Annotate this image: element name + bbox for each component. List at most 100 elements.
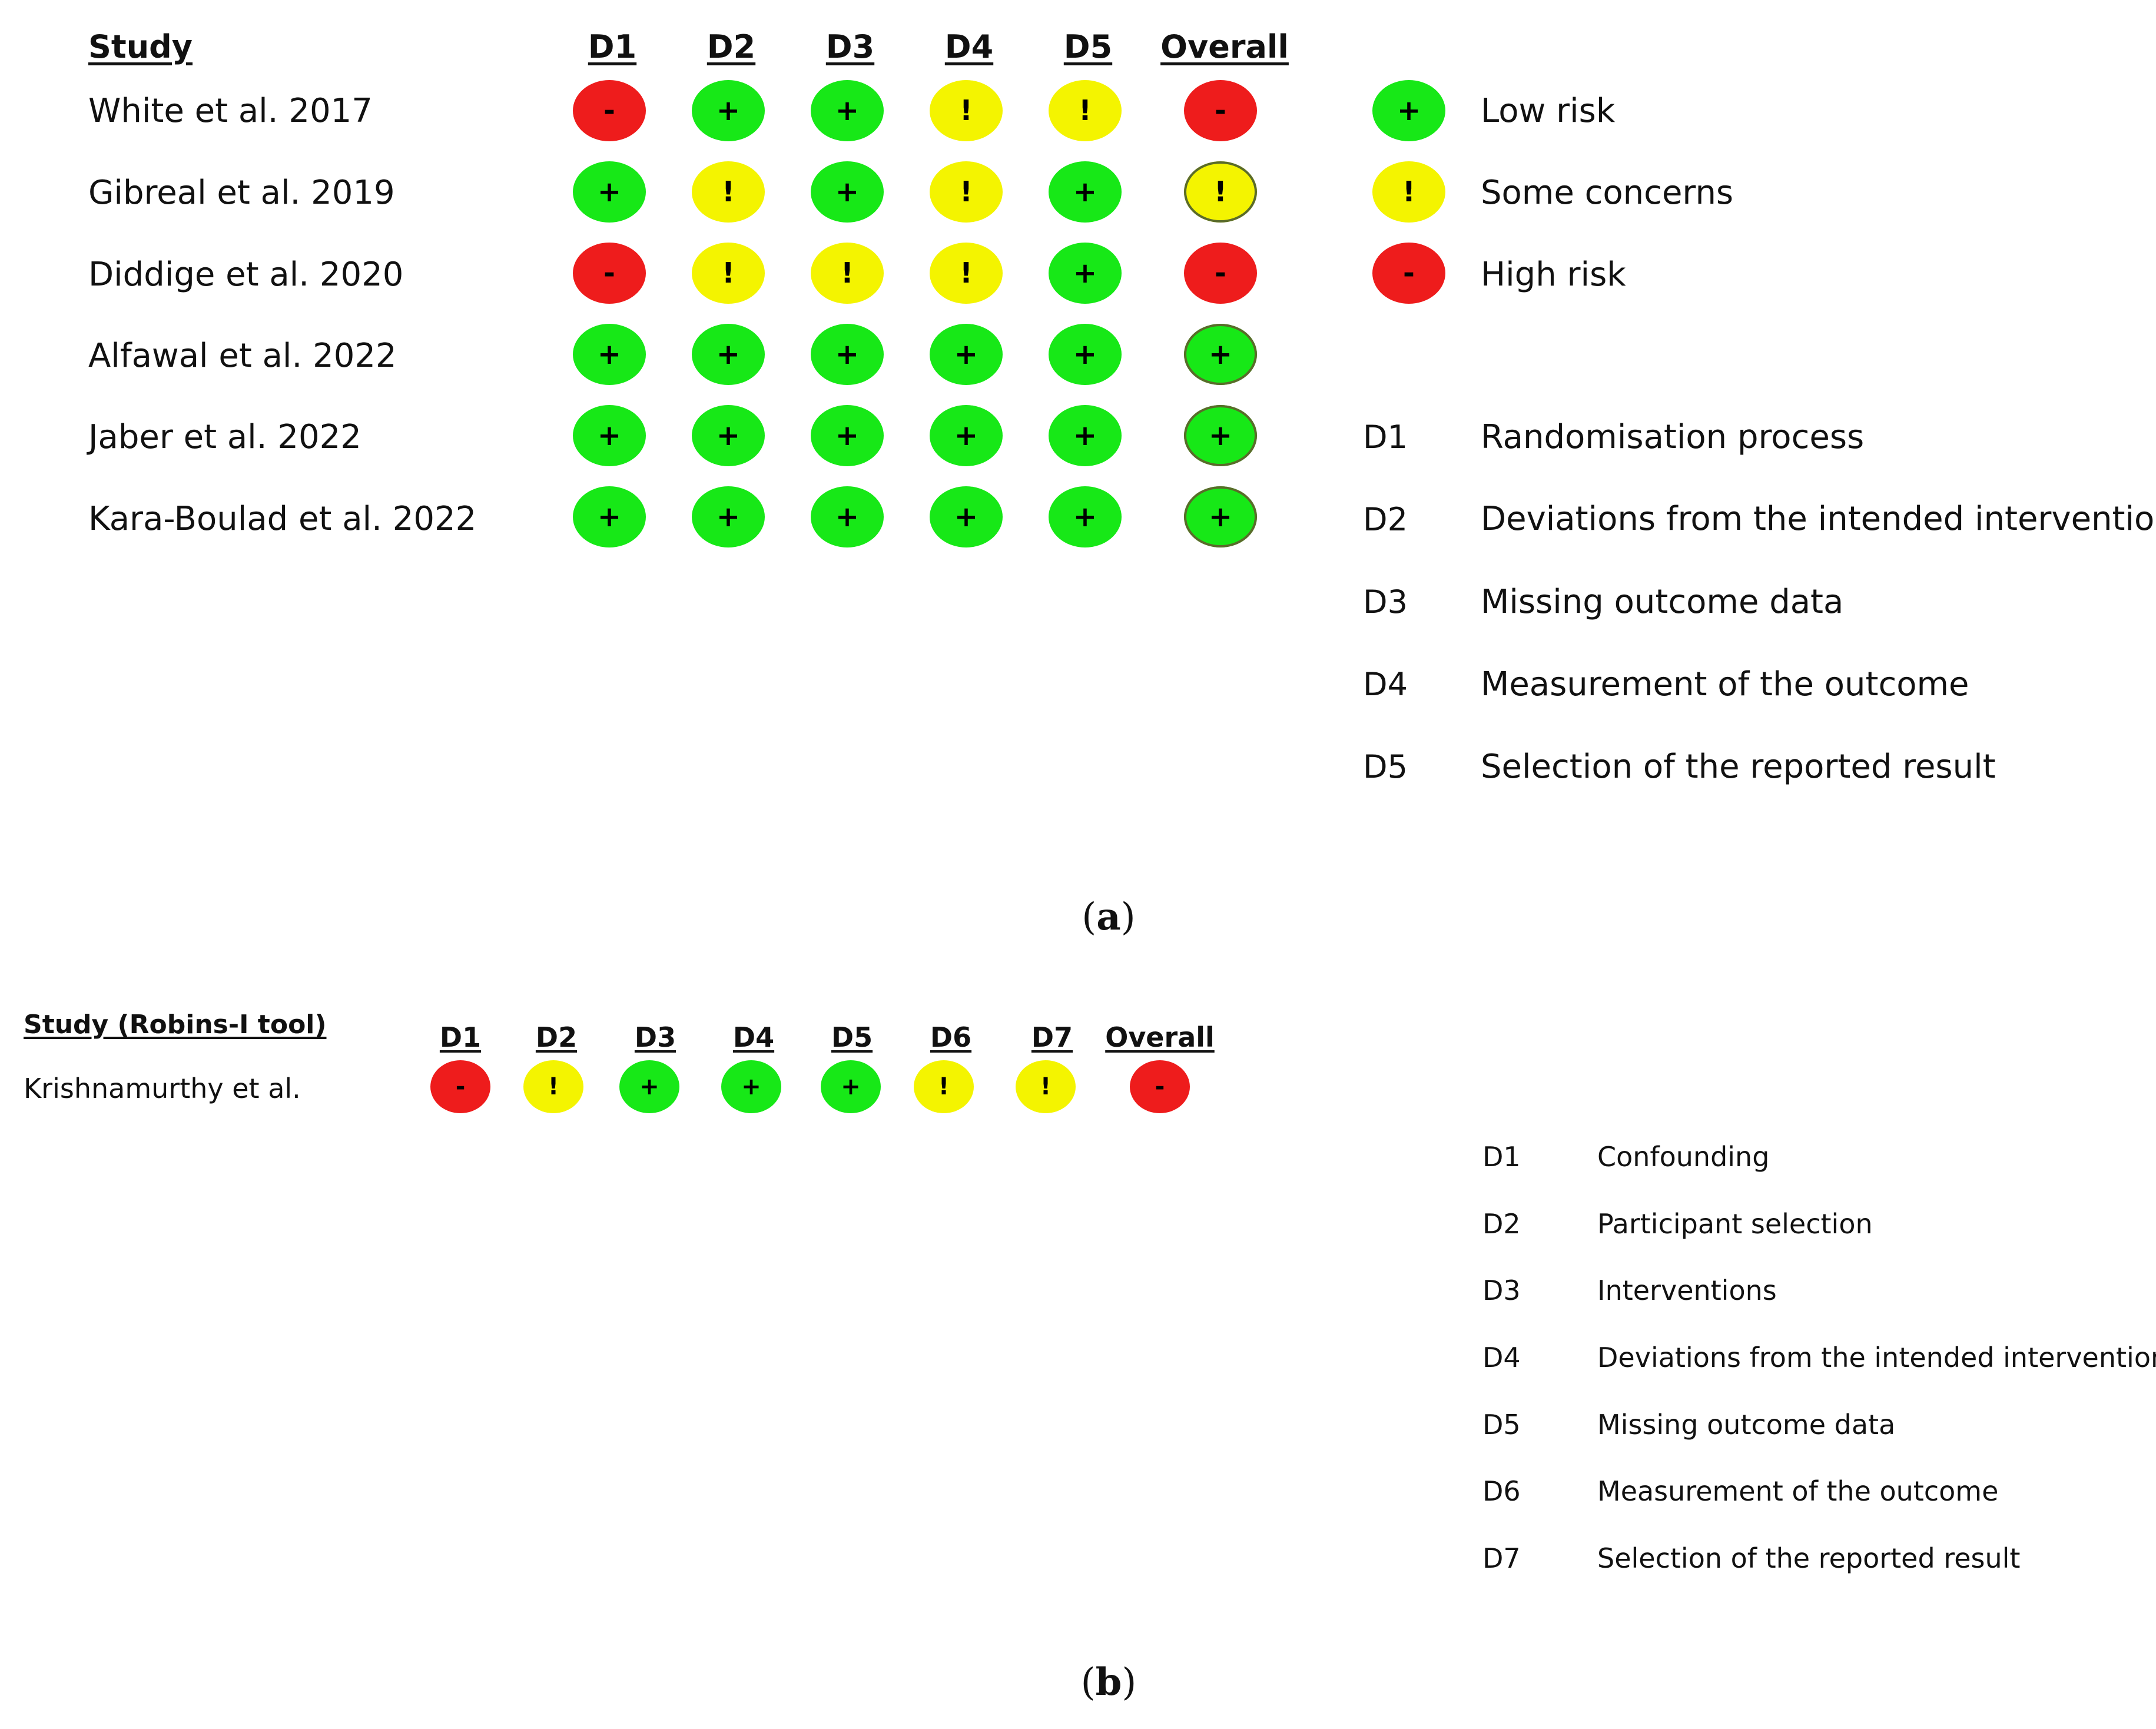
- legend-label: Low risk: [1481, 92, 1616, 130]
- panel-a-column-header: D2: [706, 28, 756, 65]
- domain-code: D1: [1482, 1141, 1521, 1173]
- judgement-some-concerns-icon: !: [811, 243, 884, 304]
- legend-label: High risk: [1481, 255, 1626, 294]
- domain-description: Interventions: [1597, 1275, 1777, 1306]
- panel-a-study-header: Study: [88, 28, 193, 65]
- judgement-low-risk-icon: +: [811, 324, 884, 385]
- judgement-some-concerns-icon: !: [1049, 80, 1122, 141]
- judgement-some-concerns-icon: !: [914, 1060, 974, 1113]
- judgement-low-risk-icon: +: [930, 405, 1003, 466]
- panel-b-column-header: D7: [1031, 1021, 1073, 1053]
- panel-b-study-header: Study (Robins-I tool): [24, 1010, 327, 1040]
- domain-description: Randomisation process: [1481, 418, 1865, 456]
- domain-description: Participant selection: [1597, 1208, 1873, 1240]
- panel-b-column-header: Overall: [1105, 1021, 1215, 1053]
- panel-a-caption: (a): [1082, 895, 1136, 939]
- judgement-some-concerns-icon: !: [523, 1060, 583, 1113]
- judgement-some-concerns-icon: !: [1184, 161, 1257, 223]
- panel-b-study-name: Krishnamurthy et al.: [24, 1073, 301, 1104]
- domain-code: D2: [1482, 1208, 1521, 1240]
- panel-b-column-header: D4: [732, 1021, 775, 1053]
- judgement-low-risk-icon: +: [821, 1060, 881, 1113]
- panel-a-column-header: D3: [825, 28, 875, 65]
- panel-b-column-header: D1: [439, 1021, 482, 1053]
- panel-a-study-name: Diddige et al. 2020: [88, 255, 404, 294]
- domain-description: Deviations from the intended interventio…: [1481, 500, 2156, 538]
- judgement-low-risk-icon: +: [1049, 486, 1122, 547]
- domain-description: Measurement of the outcome: [1481, 665, 1969, 703]
- judgement-low-risk-icon: +: [692, 486, 765, 547]
- judgement-low-risk-icon: +: [811, 161, 884, 223]
- judgement-high-risk-icon: -: [430, 1060, 490, 1113]
- panel-b-column-header: D5: [831, 1021, 873, 1053]
- judgement-low-risk-icon: +: [573, 486, 646, 547]
- judgement-low-risk-icon: +: [692, 405, 765, 466]
- panel-a-column-header: D1: [588, 28, 637, 65]
- judgement-low-risk-icon: +: [811, 486, 884, 547]
- judgement-low-risk-icon: +: [721, 1060, 781, 1113]
- judgement-low-risk-icon: +: [1049, 243, 1122, 304]
- legend-some-concerns-icon: !: [1372, 161, 1445, 223]
- domain-code: D6: [1482, 1475, 1521, 1507]
- judgement-low-risk-icon: +: [692, 324, 765, 385]
- panel-a-study-name: Jaber et al. 2022: [88, 418, 361, 456]
- judgement-some-concerns-icon: !: [930, 80, 1003, 141]
- judgement-high-risk-icon: -: [573, 80, 646, 141]
- panel-a-study-name: White et al. 2017: [88, 92, 373, 130]
- panel-a-column-header: Overall: [1160, 28, 1289, 65]
- domain-code: D4: [1363, 666, 1408, 703]
- judgement-low-risk-icon: +: [1184, 486, 1257, 547]
- panel-b-column-header: D3: [634, 1021, 676, 1053]
- domain-code: D1: [1363, 419, 1408, 456]
- panel-a-study-name: Kara-Boulad et al. 2022: [88, 500, 477, 538]
- judgement-high-risk-icon: -: [573, 243, 646, 304]
- judgement-low-risk-icon: +: [1184, 405, 1257, 466]
- panel-b-column-header: D2: [535, 1021, 578, 1053]
- judgement-low-risk-icon: +: [930, 324, 1003, 385]
- judgement-low-risk-icon: +: [811, 80, 884, 141]
- domain-code: D5: [1482, 1409, 1521, 1441]
- panel-a-column-header: D5: [1063, 28, 1113, 65]
- judgement-low-risk-icon: +: [811, 405, 884, 466]
- judgement-low-risk-icon: +: [573, 405, 646, 466]
- legend-low-risk-icon: +: [1372, 80, 1445, 141]
- judgement-some-concerns-icon: !: [692, 243, 765, 304]
- domain-code: D5: [1363, 748, 1408, 785]
- domain-description: Selection of the reported result: [1481, 748, 1996, 786]
- domain-description: Selection of the reported result: [1597, 1542, 2021, 1574]
- judgement-some-concerns-icon: !: [692, 161, 765, 223]
- legend-high-risk-icon: -: [1372, 243, 1445, 304]
- judgement-low-risk-icon: +: [1049, 405, 1122, 466]
- domain-code: D3: [1482, 1275, 1521, 1306]
- legend-label: Some concerns: [1481, 174, 1734, 212]
- domain-description: Measurement of the outcome: [1597, 1475, 1999, 1507]
- domain-code: D4: [1482, 1342, 1521, 1373]
- judgement-high-risk-icon: -: [1184, 80, 1257, 141]
- judgement-some-concerns-icon: !: [1016, 1060, 1076, 1113]
- domain-description: Missing outcome data: [1481, 583, 1844, 621]
- judgement-some-concerns-icon: !: [930, 243, 1003, 304]
- panel-a-column-header: D4: [944, 28, 994, 65]
- judgement-low-risk-icon: +: [930, 486, 1003, 547]
- domain-description: Missing outcome data: [1597, 1409, 1896, 1441]
- domain-code: D7: [1482, 1542, 1521, 1574]
- judgement-low-risk-icon: +: [1049, 161, 1122, 223]
- judgement-some-concerns-icon: !: [930, 161, 1003, 223]
- panel-a-study-name: Gibreal et al. 2019: [88, 174, 395, 212]
- judgement-high-risk-icon: -: [1130, 1060, 1190, 1113]
- panel-b-caption: (b): [1080, 1660, 1137, 1704]
- judgement-low-risk-icon: +: [573, 161, 646, 223]
- domain-code: D3: [1363, 583, 1408, 620]
- judgement-low-risk-icon: +: [1184, 324, 1257, 385]
- judgement-low-risk-icon: +: [1049, 324, 1122, 385]
- domain-description: Confounding: [1597, 1141, 1770, 1173]
- panel-b-column-header: D6: [930, 1021, 972, 1053]
- domain-code: D2: [1363, 501, 1408, 538]
- judgement-high-risk-icon: -: [1184, 243, 1257, 304]
- judgement-low-risk-icon: +: [692, 80, 765, 141]
- judgement-low-risk-icon: +: [619, 1060, 679, 1113]
- judgement-low-risk-icon: +: [573, 324, 646, 385]
- panel-a-study-name: Alfawal et al. 2022: [88, 337, 397, 375]
- domain-description: Deviations from the intended interventio…: [1597, 1342, 2156, 1373]
